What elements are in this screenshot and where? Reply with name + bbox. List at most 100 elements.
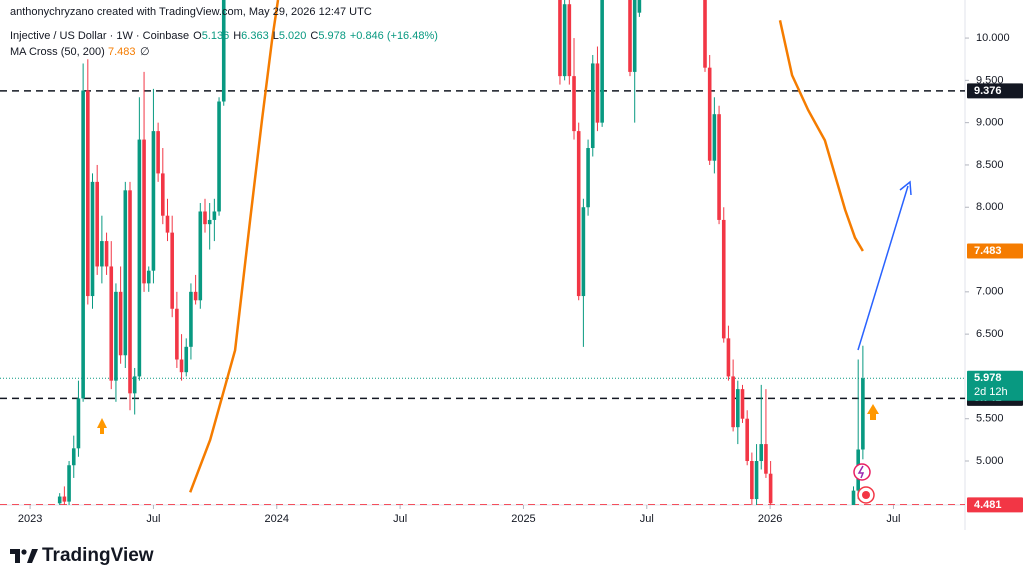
plot-area (0, 0, 965, 505)
x-tick-label: Jul (146, 513, 160, 525)
candle-body (721, 219, 726, 339)
candle-body (586, 148, 590, 208)
candle-body (114, 291, 118, 381)
candle-body (62, 496, 67, 502)
candle-body (137, 139, 142, 377)
candle-body (632, 0, 637, 72)
event-icon-dot (862, 491, 870, 499)
y-tick-label: 7.000 (976, 286, 1004, 298)
legend-key: L (273, 30, 279, 42)
logo-mark (21, 549, 27, 555)
logo-mark (27, 549, 38, 563)
candle-body (179, 359, 184, 373)
candle-body (207, 219, 212, 225)
x-tick-label: 2024 (265, 513, 289, 525)
candle-body (184, 346, 189, 373)
candle-body (768, 473, 773, 504)
legend-key: H (233, 30, 241, 42)
legend-indicator: MA Cross (50, 200) (10, 46, 105, 58)
y-tick-label: 10.000 (976, 32, 1010, 44)
y-tick-label: 5.000 (976, 455, 1004, 467)
candle-body (590, 63, 595, 149)
candle-body (123, 190, 128, 356)
candle-body (203, 211, 207, 225)
candle-body (81, 90, 85, 399)
y-tick-label: 6.500 (976, 328, 1004, 340)
candle-body (572, 76, 576, 132)
candle-body (76, 398, 81, 449)
candle-body (165, 215, 170, 233)
candle-body (707, 67, 712, 161)
candle-body (726, 338, 731, 377)
logo-text: TradingView (42, 545, 154, 566)
price-label: 9.376 (974, 85, 1002, 97)
x-tick-label: Jul (393, 513, 407, 525)
candle-body (90, 181, 95, 297)
price-label: 7.483 (974, 245, 1002, 257)
legend-change: +0.846 (+16.48%) (350, 30, 438, 42)
candle-body (67, 465, 71, 502)
price-label-box (967, 370, 1023, 401)
candle-body (86, 90, 90, 297)
logo-mark (10, 549, 20, 563)
candle-body (71, 448, 76, 466)
candle-body (576, 131, 581, 297)
y-tick-label: 9.000 (976, 117, 1004, 129)
price-label: 4.481 (974, 499, 1002, 511)
candle-body (637, 0, 642, 13)
candle-body (562, 4, 567, 77)
y-tick-label: 5.500 (976, 413, 1004, 425)
price-label-box (967, 83, 1023, 99)
event-icon (853, 463, 871, 481)
legend-indicator-value: 7.483 (108, 46, 136, 58)
candle-body (754, 461, 759, 500)
y-tick-label: 9.500 (976, 74, 1004, 86)
price-label-sub: 2d 12h (974, 386, 1008, 398)
legend-key: O (193, 30, 202, 42)
arrow-head (899, 180, 912, 196)
legend-value: 5.136 (202, 30, 230, 42)
candle-body (717, 114, 721, 220)
candle-body (109, 266, 114, 381)
candle-body (95, 181, 99, 267)
candle-body (731, 376, 735, 428)
candle-body (628, 0, 632, 72)
candle-body (861, 378, 865, 450)
candle-body (851, 490, 856, 505)
candle-body (189, 291, 193, 347)
up-arrow-icon (97, 418, 107, 434)
candle-body (151, 131, 156, 271)
legend-value: 5.020 (279, 30, 307, 42)
candle-body (581, 207, 586, 297)
candle-body (118, 291, 123, 356)
candle-body (764, 444, 768, 474)
candle-body (750, 461, 754, 500)
legend-value: 6.363 (241, 30, 269, 42)
legend-symbol: Injective / US Dollar · 1W · Coinbase (10, 30, 189, 42)
candle-body (217, 101, 221, 212)
candle-body (212, 211, 217, 220)
moving-average (189, 0, 280, 493)
up-arrow-icon (867, 404, 879, 420)
candle-body (558, 0, 562, 77)
candle-body (175, 308, 179, 360)
x-tick-label: 2026 (758, 513, 782, 525)
candle-body (156, 131, 160, 174)
candle-body (740, 389, 745, 419)
legend-key: C (310, 30, 318, 42)
credit: anthonychryzano created with TradingView… (10, 6, 372, 18)
candle-body (745, 418, 749, 462)
price-label: 5.978 (974, 372, 1002, 384)
x-tick-label: Jul (640, 513, 654, 525)
candle-body (132, 376, 137, 394)
moving-average (778, 20, 864, 252)
candle-body (57, 496, 62, 504)
candle-body (193, 291, 198, 301)
candle-body (595, 63, 600, 123)
candle-body (142, 139, 146, 284)
candle-body (128, 190, 132, 394)
overlay (97, 180, 912, 504)
candle-body (100, 241, 104, 267)
y-tick-label: 8.500 (976, 159, 1004, 171)
